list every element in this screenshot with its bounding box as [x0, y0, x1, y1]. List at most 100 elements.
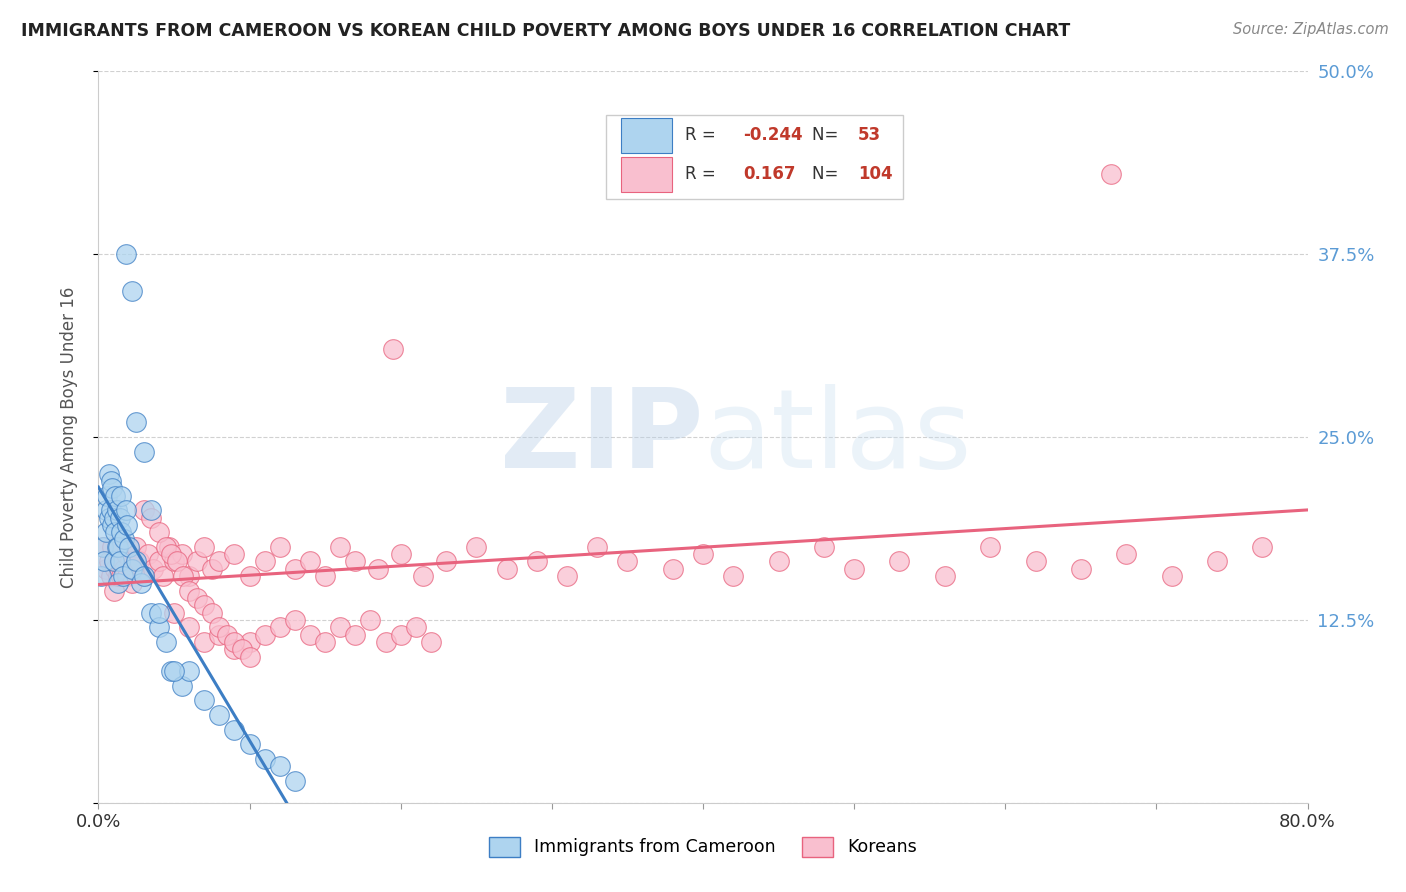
Point [208, 627, 231, 641]
Point [224, 635, 246, 649]
FancyBboxPatch shape [621, 157, 672, 192]
Point [103, 554, 125, 568]
Point [420, 635, 443, 649]
Point [111, 569, 134, 583]
Point [405, 620, 427, 634]
Point [208, 554, 231, 568]
Point [555, 569, 578, 583]
Point [284, 562, 307, 576]
Point [889, 554, 911, 568]
Point [141, 510, 163, 524]
Text: Source: ZipAtlas.com: Source: ZipAtlas.com [1233, 22, 1389, 37]
Point [1070, 562, 1092, 576]
Point [125, 540, 148, 554]
Point [107, 569, 129, 583]
Point [253, 752, 276, 766]
Point [132, 569, 155, 583]
Point [344, 627, 367, 641]
Point [179, 583, 201, 598]
Point [844, 562, 866, 576]
Point [495, 562, 517, 576]
Point [129, 576, 152, 591]
Point [299, 554, 322, 568]
Point [105, 547, 128, 561]
Point [434, 554, 457, 568]
Point [93, 554, 115, 568]
Point [314, 569, 336, 583]
Point [98, 554, 121, 568]
Point [344, 554, 367, 568]
Point [148, 620, 170, 634]
Point [98, 510, 121, 524]
Point [142, 562, 165, 576]
Point [367, 562, 389, 576]
Point [121, 562, 143, 576]
Point [374, 635, 396, 649]
Text: 53: 53 [858, 126, 882, 144]
Point [201, 562, 224, 576]
Text: -0.244: -0.244 [742, 126, 803, 144]
Point [125, 554, 148, 568]
Point [118, 540, 141, 554]
Point [132, 569, 155, 583]
Point [389, 627, 412, 641]
Point [186, 591, 208, 605]
Point [107, 576, 129, 591]
Point [382, 343, 405, 357]
Point [108, 510, 131, 524]
Point [284, 773, 307, 788]
Point [723, 569, 745, 583]
Point [163, 606, 186, 620]
Point [979, 540, 1001, 554]
Text: ZIP: ZIP [499, 384, 703, 491]
Point [132, 444, 155, 458]
Point [107, 540, 129, 554]
Point [155, 635, 177, 649]
Point [163, 554, 186, 568]
Text: N=: N= [811, 165, 844, 183]
Point [284, 613, 307, 627]
Point [412, 569, 434, 583]
Point [115, 517, 138, 532]
Point [193, 693, 215, 707]
Point [121, 284, 143, 298]
Point [100, 474, 122, 488]
Point [329, 540, 352, 554]
Point [101, 517, 124, 532]
Point [163, 664, 186, 678]
Point [148, 525, 170, 540]
Point [100, 569, 122, 583]
Point [108, 554, 131, 568]
Point [94, 525, 117, 540]
Point [103, 554, 125, 568]
Point [224, 723, 246, 737]
Point [94, 562, 117, 576]
Point [253, 554, 276, 568]
Point [186, 554, 208, 568]
Point [125, 416, 148, 430]
Point [329, 620, 352, 634]
Point [103, 510, 125, 524]
Y-axis label: Child Poverty Among Boys Under 16: Child Poverty Among Boys Under 16 [59, 286, 77, 588]
Point [269, 620, 291, 634]
Point [96, 489, 118, 503]
Point [148, 606, 170, 620]
Point [141, 606, 163, 620]
Point [1115, 547, 1137, 561]
Point [120, 554, 142, 568]
Text: R =: R = [685, 165, 725, 183]
Point [104, 525, 127, 540]
Point [101, 481, 124, 495]
Point [122, 562, 145, 576]
Point [193, 635, 215, 649]
Point [112, 533, 135, 547]
FancyBboxPatch shape [621, 118, 672, 153]
Point [1206, 554, 1229, 568]
Point [616, 554, 638, 568]
Point [269, 759, 291, 773]
Point [208, 708, 231, 723]
Point [152, 569, 174, 583]
Point [136, 547, 159, 561]
Point [179, 569, 201, 583]
Point [110, 540, 132, 554]
